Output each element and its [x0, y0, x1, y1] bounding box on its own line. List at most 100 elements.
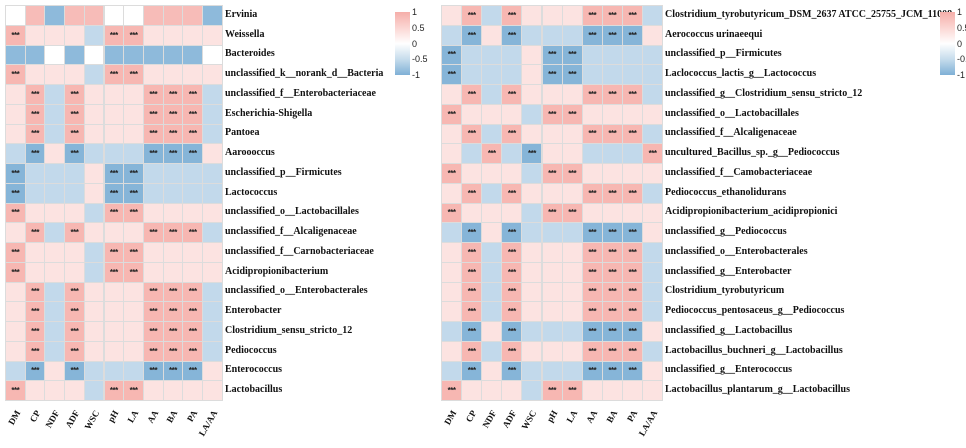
- heatmap-cell: [44, 104, 65, 125]
- heatmap-cell: [202, 301, 223, 322]
- heatmap-cell: [64, 163, 85, 184]
- heatmap-cell: [84, 242, 105, 263]
- heatmap-cell: ***: [123, 183, 144, 204]
- heatmap-cell: [104, 5, 125, 26]
- heatmap-cell: ***: [622, 5, 643, 26]
- heatmap-cell: [44, 222, 65, 243]
- heatmap-cell: ***: [622, 341, 643, 362]
- heatmap-cell: ***: [441, 64, 462, 85]
- heatmap-cell: [25, 242, 46, 263]
- heatmap-cell: [521, 45, 542, 66]
- heatmap-cell: [461, 104, 482, 125]
- heatmap-cell: [5, 5, 26, 26]
- heatmap-cell: [562, 262, 583, 283]
- heatmap-cell: [642, 183, 663, 204]
- heatmap-cell: [542, 222, 563, 243]
- heatmap-cell: [202, 45, 223, 66]
- heatmap-cell: [84, 183, 105, 204]
- heatmap-cell: [521, 222, 542, 243]
- heatmap-cell: [521, 361, 542, 382]
- heatmap-cell: [202, 222, 223, 243]
- heatmap-cell: ***: [182, 222, 203, 243]
- heatmap-cell: [202, 104, 223, 125]
- heatmap-cell: ***: [25, 341, 46, 362]
- heatmap-cell: [602, 380, 623, 401]
- heatmap-cell: [202, 341, 223, 362]
- heatmap-cell: [202, 203, 223, 224]
- heatmap-cell: [481, 222, 502, 243]
- heatmap-cell: [542, 242, 563, 263]
- heatmap-cell: ***: [441, 45, 462, 66]
- row-label: Clostridium_sensu_stricto_12: [225, 325, 352, 337]
- heatmap-cell: ***: [5, 380, 26, 401]
- heatmap-cell: ***: [143, 321, 164, 342]
- heatmap-cell: ***: [123, 262, 144, 283]
- heatmap-cell: ***: [461, 262, 482, 283]
- heatmap-cell: [441, 124, 462, 145]
- heatmap-cell: [642, 163, 663, 184]
- heatmap-cell: [202, 143, 223, 164]
- heatmap-cell: ***: [501, 341, 522, 362]
- heatmap-cell: [182, 64, 203, 85]
- heatmap-cell: ***: [602, 84, 623, 105]
- heatmap-cell: [582, 45, 603, 66]
- heatmap-cell: [441, 242, 462, 263]
- heatmap-cell: [642, 380, 663, 401]
- heatmap-cell: [441, 341, 462, 362]
- heatmap-cell: [542, 262, 563, 283]
- heatmap-cell: [104, 143, 125, 164]
- heatmap-cell: [582, 143, 603, 164]
- heatmap-cell: [163, 45, 184, 66]
- heatmap-cell: ***: [163, 84, 184, 105]
- heatmap-cell: [622, 45, 643, 66]
- heatmap-cell: [481, 163, 502, 184]
- heatmap-cell: [84, 301, 105, 322]
- heatmap-cell: [84, 341, 105, 362]
- heatmap-cell: [202, 25, 223, 46]
- heatmap-cell: ***: [5, 203, 26, 224]
- heatmap-cell: [202, 321, 223, 342]
- heatmap-cell: [64, 25, 85, 46]
- heatmap-cell: ***: [622, 25, 643, 46]
- heatmap-cell: ***: [461, 301, 482, 322]
- heatmap-cell: [622, 163, 643, 184]
- row-label: uncultured_Bacillus_sp._g__Pediococcus: [665, 147, 840, 159]
- heatmap-cell: ***: [25, 84, 46, 105]
- row-label: Aaroooccus: [225, 147, 275, 159]
- heatmap-cell: [163, 203, 184, 224]
- heatmap-cell: [104, 321, 125, 342]
- heatmap-cell: ***: [602, 262, 623, 283]
- row-label: unclassified_g__Lactobacillus: [665, 325, 792, 337]
- heatmap-cell: ***: [143, 282, 164, 303]
- heatmap-cell: ***: [441, 163, 462, 184]
- heatmap-cell: [501, 45, 522, 66]
- heatmap-cell: [542, 84, 563, 105]
- heatmap-cell: ***: [602, 321, 623, 342]
- heatmap-cell: [461, 64, 482, 85]
- heatmap-cell: ***: [622, 282, 643, 303]
- heatmap-cell: [104, 301, 125, 322]
- color-legend: [395, 12, 410, 75]
- heatmap-cell: [642, 341, 663, 362]
- row-label: unclassified_g__Enterococcus: [665, 364, 792, 376]
- heatmap-cell: [123, 361, 144, 382]
- heatmap-cell: [44, 341, 65, 362]
- heatmap-cell: ***: [163, 361, 184, 382]
- heatmap-cell: [562, 301, 583, 322]
- heatmap-cell: ***: [582, 262, 603, 283]
- heatmap-cell: [642, 222, 663, 243]
- heatmap-cell: ***: [104, 183, 125, 204]
- heatmap-cell: [104, 45, 125, 66]
- heatmap-cell: [562, 84, 583, 105]
- heatmap-cell: [202, 282, 223, 303]
- heatmap-cell: [481, 301, 502, 322]
- heatmap-cell: ***: [562, 203, 583, 224]
- heatmap-cell: [521, 64, 542, 85]
- heatmap-cell: [481, 262, 502, 283]
- heatmap-cell: [521, 5, 542, 26]
- heatmap-cell: ***: [602, 301, 623, 322]
- heatmap-cell: [64, 64, 85, 85]
- heatmap-cell: ***: [622, 321, 643, 342]
- heatmap-cell: [5, 104, 26, 125]
- heatmap-cell: [441, 222, 462, 243]
